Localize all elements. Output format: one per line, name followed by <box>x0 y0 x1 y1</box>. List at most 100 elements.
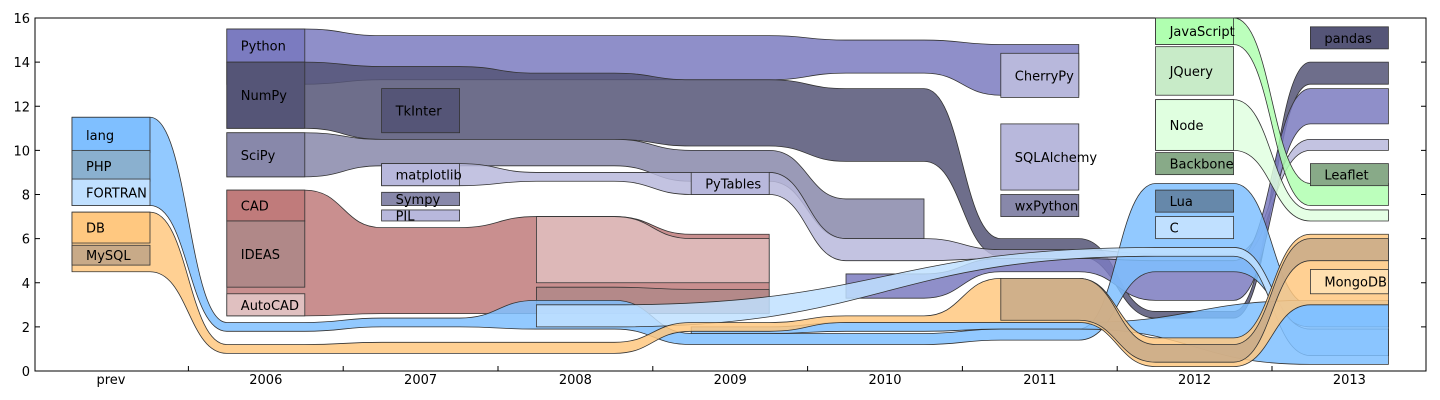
node-label: Node <box>1170 119 1204 134</box>
node-box <box>71 178 151 206</box>
y-tick-label: 4 <box>22 277 30 292</box>
node-box <box>1155 17 1234 45</box>
node-label: C <box>1170 222 1179 237</box>
node-box <box>1000 123 1080 191</box>
node-box <box>1155 152 1234 176</box>
node-box <box>1155 99 1234 151</box>
node-leaflet: Leaflet <box>1310 163 1389 187</box>
node-box <box>71 149 151 182</box>
node-label: SQLAlchemy <box>1015 151 1098 166</box>
node-label: FORTRAN <box>86 186 147 201</box>
node-label: NumPy <box>241 89 287 104</box>
node-box <box>1310 163 1389 187</box>
node-label: CherryPy <box>1015 69 1074 84</box>
flow-band <box>1155 17 1389 206</box>
y-tick-label: 8 <box>22 189 30 204</box>
node-label: AutoCAD <box>241 299 299 314</box>
node-box <box>226 293 306 317</box>
node-label: lang <box>86 129 114 144</box>
x-tick-label: 2006 <box>249 373 282 388</box>
node-box <box>71 116 151 153</box>
node-node: Node <box>1155 99 1234 151</box>
node-autocad: AutoCAD <box>226 293 306 317</box>
node-box <box>71 211 151 244</box>
node-ideas: IDEAS <box>226 220 306 288</box>
node-label: Lua <box>1170 195 1193 210</box>
node-mysql: MySQL <box>71 244 151 266</box>
node-javascript: JavaScript <box>1155 17 1235 45</box>
flow-band <box>1000 238 1389 363</box>
node-label: Python <box>241 40 286 55</box>
x-tick-label: 2011 <box>1023 373 1056 388</box>
node-label: MySQL <box>86 249 131 264</box>
flow-band <box>71 211 1389 367</box>
node-label: IDEAS <box>241 248 280 263</box>
y-tick-label: 16 <box>13 12 30 27</box>
node-box <box>226 220 306 288</box>
node-tkinter: TkInter <box>381 88 461 134</box>
node-label: JavaScript <box>1169 25 1235 40</box>
node-cherrypy: CherryPy <box>1000 52 1080 98</box>
y-tick-label: 6 <box>22 233 30 248</box>
x-tick-label: 2012 <box>1178 373 1211 388</box>
y-tick-label: 0 <box>22 365 30 380</box>
node-sympy: Sympy <box>381 191 461 208</box>
node-python: Python <box>226 28 306 63</box>
node-c: C <box>1155 216 1234 240</box>
x-tick-label: 2013 <box>1333 373 1366 388</box>
node-box <box>381 88 461 134</box>
node-box <box>1155 216 1234 240</box>
node-box <box>226 61 306 129</box>
node-pil: PIL <box>381 209 461 224</box>
node-fortran: FORTRAN <box>71 178 151 206</box>
node-db: DB <box>71 211 151 244</box>
y-tick-label: 12 <box>13 100 30 115</box>
node-jquery: JQuery <box>1155 46 1234 96</box>
flow-band <box>536 216 770 284</box>
node-box <box>1310 269 1389 295</box>
node-label: TkInter <box>395 105 443 120</box>
node-scipy: SciPy <box>226 132 306 178</box>
x-tick-label: 2009 <box>714 373 747 388</box>
node-numpy: NumPy <box>226 61 306 129</box>
node-box <box>1155 46 1234 96</box>
x-tick-label: prev <box>96 373 125 388</box>
node-wxpython: wxPython <box>1000 194 1080 217</box>
node-box <box>1000 52 1080 98</box>
node-box <box>226 132 306 178</box>
node-lua: Lua <box>1155 189 1234 213</box>
node-label: PIL <box>396 209 416 224</box>
node-label: MongoDB <box>1324 276 1387 291</box>
node-label: DB <box>86 222 105 237</box>
node-label: matplotlib <box>396 169 462 184</box>
node-label: SciPy <box>241 149 276 164</box>
node-label: Leaflet <box>1324 169 1368 184</box>
node-box <box>381 209 461 222</box>
y-tick-label: 2 <box>22 321 30 336</box>
node-box <box>381 191 461 206</box>
node-box <box>1155 189 1234 213</box>
node-lang: lang <box>71 116 151 153</box>
node-pytables: PyTables <box>690 172 770 195</box>
node-label: Sympy <box>396 193 441 208</box>
node-label: pandas <box>1324 32 1372 47</box>
node-label: PHP <box>86 160 112 175</box>
node-box <box>690 172 770 195</box>
node-box <box>1310 26 1389 50</box>
node-label: JQuery <box>1169 65 1214 80</box>
x-tick-label: 2008 <box>559 373 592 388</box>
node-box <box>381 163 461 187</box>
node-matplotlib: matplotlib <box>381 163 462 187</box>
node-box <box>1000 194 1080 217</box>
x-tick-label: 2010 <box>868 373 901 388</box>
node-mongodb: MongoDB <box>1310 269 1389 295</box>
node-php: PHP <box>71 149 151 182</box>
node-sqlalchemy: SQLAlchemy <box>1000 123 1098 191</box>
node-box <box>226 189 306 222</box>
node-box <box>226 28 306 63</box>
node-backbone: Backbone <box>1155 152 1234 176</box>
y-tick-label: 10 <box>13 144 30 159</box>
node-pandas: pandas <box>1310 26 1389 50</box>
node-label: wxPython <box>1015 200 1078 215</box>
